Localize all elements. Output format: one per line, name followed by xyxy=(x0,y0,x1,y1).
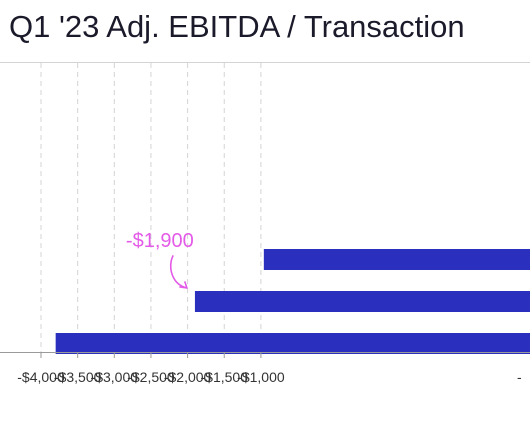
x-tick-label: -$3,500 xyxy=(54,369,102,385)
x-tick-label: -$1,500 xyxy=(201,369,249,385)
bar xyxy=(55,333,530,354)
bars xyxy=(55,249,530,354)
x-tick-label: -$2,000 xyxy=(164,369,212,385)
x-tick-label: -$2,500 xyxy=(127,369,175,385)
x-tick-label: -$4,000 xyxy=(17,369,65,385)
x-axis-ticks: -$4,000-$3,500-$3,000-$2,500-$2,000-$1,5… xyxy=(17,352,522,385)
x-tick-label: -$1,000 xyxy=(237,369,285,385)
x-tick-label: -$3,000 xyxy=(91,369,139,385)
annotation-arrow xyxy=(169,255,188,289)
chart-title: Q1 '23 Adj. EBITDA / Transaction xyxy=(9,9,465,44)
bar xyxy=(263,249,530,270)
x-tick-label-partial: - xyxy=(517,369,522,385)
bar xyxy=(194,291,530,312)
annotation-label: -$1,900 xyxy=(126,230,194,252)
bar-annotation: -$1,900 xyxy=(126,230,194,289)
grid-lines xyxy=(40,63,262,352)
